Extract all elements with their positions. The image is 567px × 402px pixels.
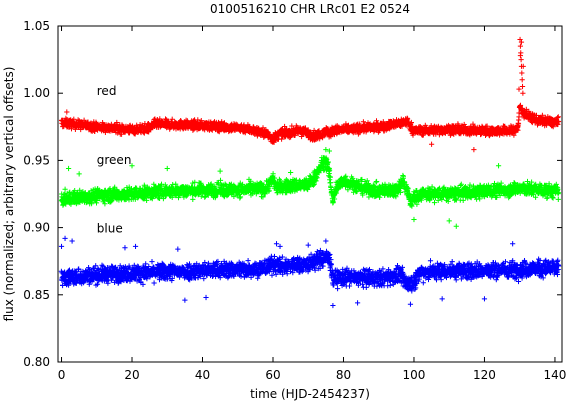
outlier-point (305, 242, 311, 248)
outlier-point (453, 223, 459, 229)
series-label-green: green (97, 153, 132, 167)
outlier-point (288, 169, 294, 176)
outlier-point (471, 147, 477, 153)
outlier-point (407, 301, 414, 307)
outlier-point (330, 302, 336, 309)
x-axis-label: time (HJD-2454237) (250, 387, 370, 401)
outlier-point (217, 168, 223, 174)
outlier-point (129, 163, 135, 169)
outlier-point (164, 165, 170, 172)
series-blue-points (58, 247, 562, 294)
outlier-point (518, 57, 524, 63)
series-green-points (58, 155, 562, 209)
outlier-point (132, 243, 139, 250)
outlier-point (182, 297, 188, 303)
outlier-point (277, 243, 283, 250)
outlier-point (517, 43, 524, 49)
y-tick-label: 0.95 (23, 153, 50, 167)
outlier-point (203, 294, 209, 301)
outlier-point (122, 245, 128, 251)
series-blue (58, 235, 562, 309)
series-label-blue: blue (97, 221, 123, 235)
outlier-point (519, 70, 525, 76)
x-tick-label: 140 (543, 368, 566, 382)
chart-title: 0100516210 CHR LRc01 E2 0524 (210, 2, 410, 16)
outlier-point (323, 238, 329, 244)
outlier-point (428, 141, 435, 147)
outlier-point (518, 39, 525, 45)
outlier-point (76, 171, 82, 177)
series-label-red: red (97, 84, 117, 98)
series-red (59, 36, 562, 153)
y-tick-label: 0.85 (23, 288, 50, 302)
x-tick-label: 20 (124, 368, 139, 382)
outlier-point (175, 246, 181, 252)
outlier-point (495, 163, 502, 169)
y-axis-label: flux (normalized; arbitrary vertical off… (2, 67, 16, 322)
series-red-points (59, 102, 562, 145)
outlier-point (520, 90, 526, 96)
outlier-point (446, 218, 452, 224)
outlier-point (273, 241, 280, 247)
y-tick-label: 1.05 (23, 19, 50, 33)
outlier-point (519, 83, 526, 90)
outlier-point (65, 165, 72, 172)
outlier-point (516, 86, 522, 92)
outlier-point (517, 36, 523, 43)
outlier-point (510, 241, 516, 247)
x-tick-label: 60 (265, 368, 280, 382)
outlier-point (517, 52, 524, 59)
series-green (58, 147, 562, 229)
outlier-point (354, 300, 361, 306)
outlier-point (326, 148, 332, 154)
data-marks (58, 36, 562, 309)
plot-frame (57, 25, 563, 363)
outlier-point (519, 77, 525, 83)
outlier-point (411, 216, 417, 223)
outlier-point (62, 235, 68, 241)
x-tick-label: 40 (195, 368, 210, 382)
outlier-point (58, 243, 65, 250)
outlier-point (481, 296, 488, 302)
outlier-point (69, 238, 75, 244)
x-tick-label: 0 (58, 368, 66, 382)
y-tick-label: 0.90 (23, 221, 50, 235)
outlier-point (439, 296, 445, 302)
axis-ticks: 0 20 40 60 80 100 120 140 0.80 0.85 0.90 0.95 1.00 1.… (23, 19, 566, 382)
x-tick-label: 80 (336, 368, 351, 382)
outlier-point (323, 147, 329, 153)
x-tick-label: 100 (403, 368, 426, 382)
y-tick-label: 0.80 (23, 355, 50, 369)
series-labels: red green blue (97, 84, 132, 235)
y-tick-label: 1.00 (23, 86, 50, 100)
x-tick-label: 120 (473, 368, 496, 382)
outlier-point (520, 63, 526, 69)
outlier-point (64, 109, 70, 115)
